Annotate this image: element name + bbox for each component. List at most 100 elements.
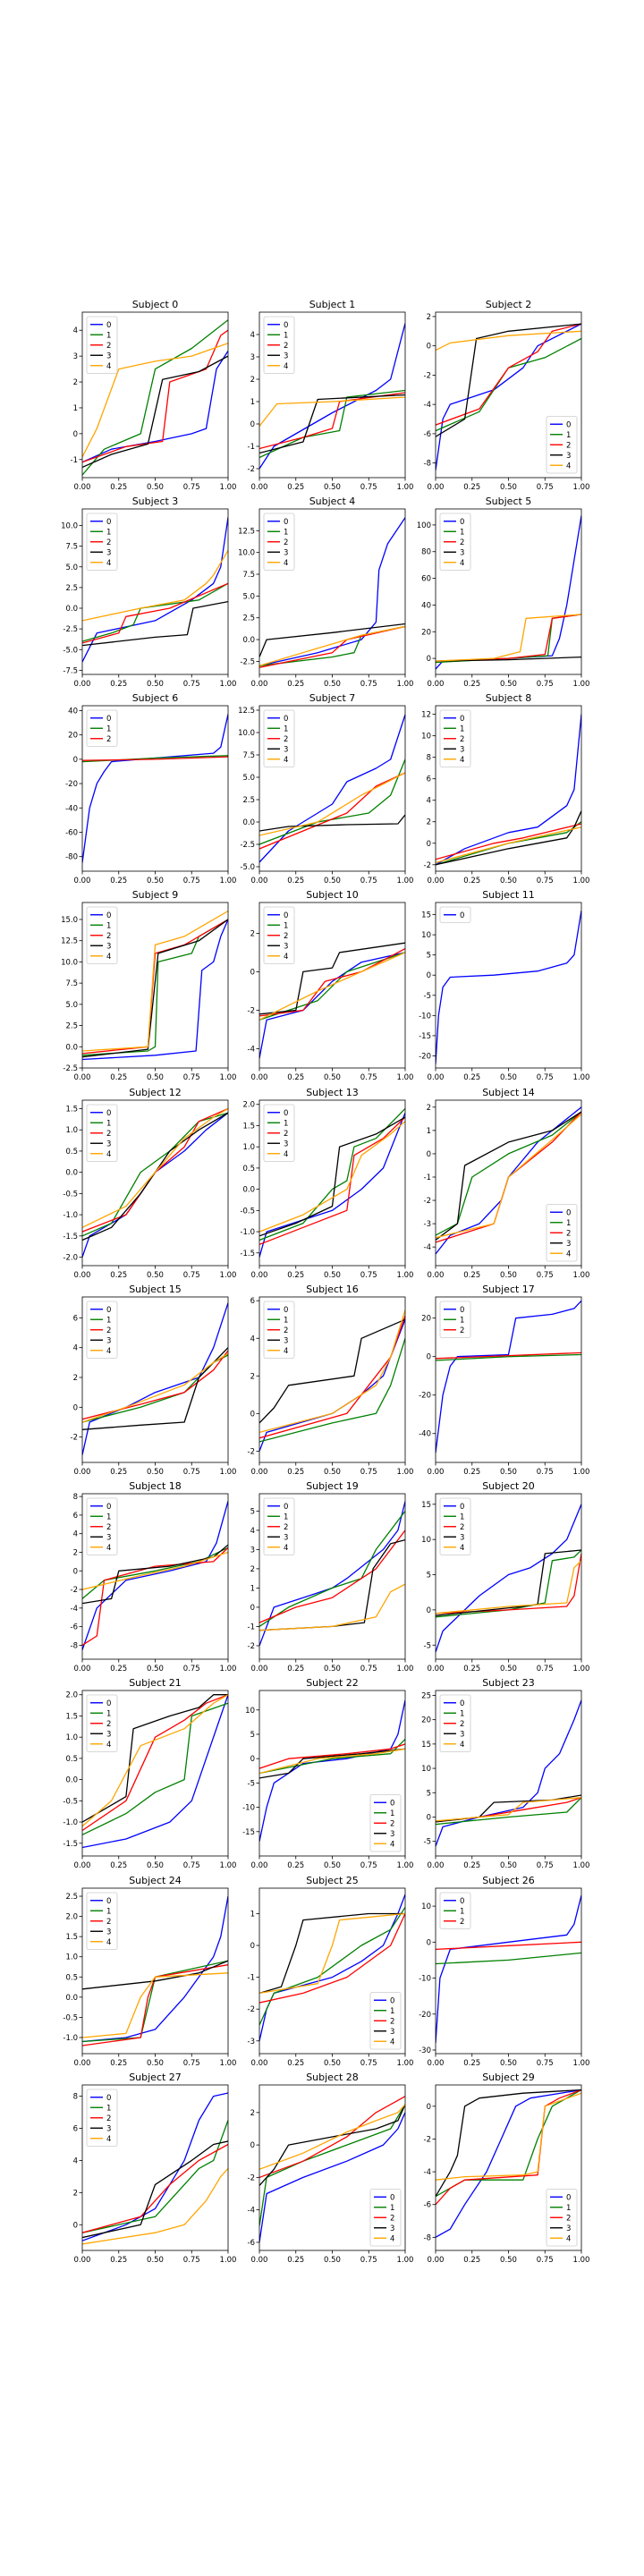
series-line-3	[259, 814, 405, 832]
series-line-2	[82, 1546, 228, 1646]
y-tick-label: -15	[419, 1032, 431, 1041]
series-line-3	[259, 1748, 405, 1779]
subplot-23: Subject 230.00 0.25 0.50 0.75 1.00-505101520…	[421, 1677, 589, 1870]
legend-label: 1	[390, 1809, 394, 1818]
legend-label: 0	[390, 1799, 394, 1808]
subplot-13: Subject 130.00 0.25 0.50 0.75 1.00-1.5-1.0-0…	[240, 1087, 413, 1280]
x-tick-label: 0.25	[110, 1271, 127, 1280]
x-tick-label: 1.00	[397, 877, 414, 886]
legend-label: 3	[460, 1533, 464, 1542]
subplot-22: Subject 22 0.00 0.25 0.50 0.75 1.00 -15 -10 -5 0 5…	[242, 1677, 413, 1870]
y-tick-label: -0.5	[63, 1797, 78, 1806]
x-tick-label: 0.75	[537, 1861, 554, 1870]
series-line-3	[82, 1347, 228, 1430]
series-line-1	[82, 319, 228, 476]
legend-label: 0	[460, 1503, 464, 1512]
y-tick-label: 5.0	[65, 564, 78, 572]
legend-label: 1	[460, 724, 464, 733]
series-line-2	[259, 1116, 405, 1245]
x-tick-label: 0.50	[147, 2059, 164, 2068]
x-tick-label: 0.50	[147, 1665, 164, 1674]
x-tick-label: 0.00	[428, 877, 445, 886]
x-tick-label: 1.00	[397, 1665, 414, 1674]
legend: 01 23 4	[263, 1104, 295, 1162]
y-tick-label: 10.0	[61, 522, 78, 531]
series-line-4	[436, 330, 581, 352]
legend-label: 0	[390, 1996, 394, 2005]
x-tick-label: 0.50	[500, 1665, 517, 1674]
y-tick-label: 6	[250, 1297, 255, 1306]
y-tick-label: 5.0	[65, 1001, 78, 1010]
series-lines	[82, 319, 228, 476]
series-line-2	[436, 1553, 581, 1614]
x-tick-label: 0.00	[74, 1861, 91, 1870]
subplot-29: Subject 290.00 0.25 0.50 0.75 1.00-8-6-4-200…	[424, 2072, 590, 2265]
y-tick-label: 0	[73, 430, 78, 439]
y-tick-label: 12	[421, 711, 431, 720]
x-tick-label: 1.00	[220, 1073, 237, 1082]
y-tick-label: 20	[421, 1315, 431, 1324]
legend-label: 4	[106, 362, 111, 371]
x-tick-label: 0.25	[463, 2256, 480, 2265]
y-tick-label: 10	[421, 1536, 431, 1545]
legend-label: 3	[284, 745, 288, 754]
legend-label: 0	[106, 1306, 111, 1315]
x-tick-label: 0.25	[463, 1468, 480, 1477]
y-tick-label: 2	[73, 2189, 78, 2198]
x-tick-label: 0.50	[147, 1271, 164, 1280]
y-tick-label: 10	[421, 1765, 431, 1774]
y-tick-label: 5	[250, 1731, 255, 1740]
series-lines	[259, 1309, 405, 1452]
y-tick-label: 0	[427, 971, 431, 980]
series-line-1	[82, 755, 228, 763]
x-tick-label: 0.75	[183, 1468, 200, 1477]
legend-label: 4	[106, 1544, 111, 1553]
series-lines	[436, 515, 581, 670]
y-tick-label: 0	[73, 1567, 78, 1576]
legend-label: 0	[106, 518, 111, 527]
y-tick-label: -6	[424, 2201, 431, 2210]
legend-label: 0	[106, 715, 111, 724]
series-lines	[436, 2089, 581, 2238]
series-line-1	[259, 758, 405, 845]
x-tick-label: 0.75	[360, 1861, 377, 1870]
legend-label: 0	[106, 321, 111, 330]
legend-label: 0	[460, 1699, 464, 1708]
series-line-2	[436, 1352, 581, 1360]
x-tick-label: 0.25	[110, 877, 127, 886]
x-tick-label: 0.50	[500, 2256, 517, 2265]
series-line-1	[436, 2089, 581, 2198]
x-tick-label: 0.50	[500, 1861, 517, 1870]
x-tick-label: 0.00	[251, 1468, 268, 1477]
x-tick-label: 0.75	[360, 1271, 377, 1280]
x-tick-label: 0.75	[360, 877, 377, 886]
y-tick-label: -2	[71, 1434, 78, 1443]
y-tick-label: 1	[73, 404, 78, 413]
x-tick-label: 1.00	[220, 877, 237, 886]
y-tick-label: -1	[424, 1174, 431, 1182]
legend-label: 3	[106, 352, 111, 360]
y-tick-label: -4	[71, 1605, 78, 1614]
x-tick-label: 1.00	[220, 1468, 237, 1477]
subplot-4: Subject 4 0.00 0.25 0.50 0.75 1.00 -2.5 0.0 2.5 5…	[238, 496, 413, 689]
x-tick-label: 0.75	[183, 483, 200, 492]
x-tick-label: 0.00	[428, 2256, 445, 2265]
y-tick-label: 6	[73, 1314, 78, 1323]
x-tick-label: 1.00	[220, 1271, 237, 1280]
legend-label: 4	[284, 1150, 288, 1159]
x-tick-label: 1.00	[397, 680, 414, 689]
legend: 01 23 4	[86, 906, 118, 964]
series-lines	[82, 517, 228, 663]
series-line-0	[82, 351, 228, 463]
x-tick-label: 0.50	[147, 2256, 164, 2265]
series-line-1	[436, 1111, 581, 1236]
series-line-0	[82, 919, 228, 1061]
legend-label: 0	[284, 1503, 288, 1512]
legend-label: 0	[284, 518, 288, 527]
x-tick-label: 0.25	[110, 1861, 127, 1870]
legend: 01 23 4	[86, 1694, 118, 1752]
x-tick-label: 0.25	[463, 877, 480, 886]
subplot-26: Subject 26 0.00 0.25 0.50 0.75 1.00 -30 -20 -10 0…	[419, 1875, 589, 2068]
y-tick-label: 0.5	[65, 1148, 78, 1157]
x-tick-label: 1.00	[573, 1665, 590, 1674]
